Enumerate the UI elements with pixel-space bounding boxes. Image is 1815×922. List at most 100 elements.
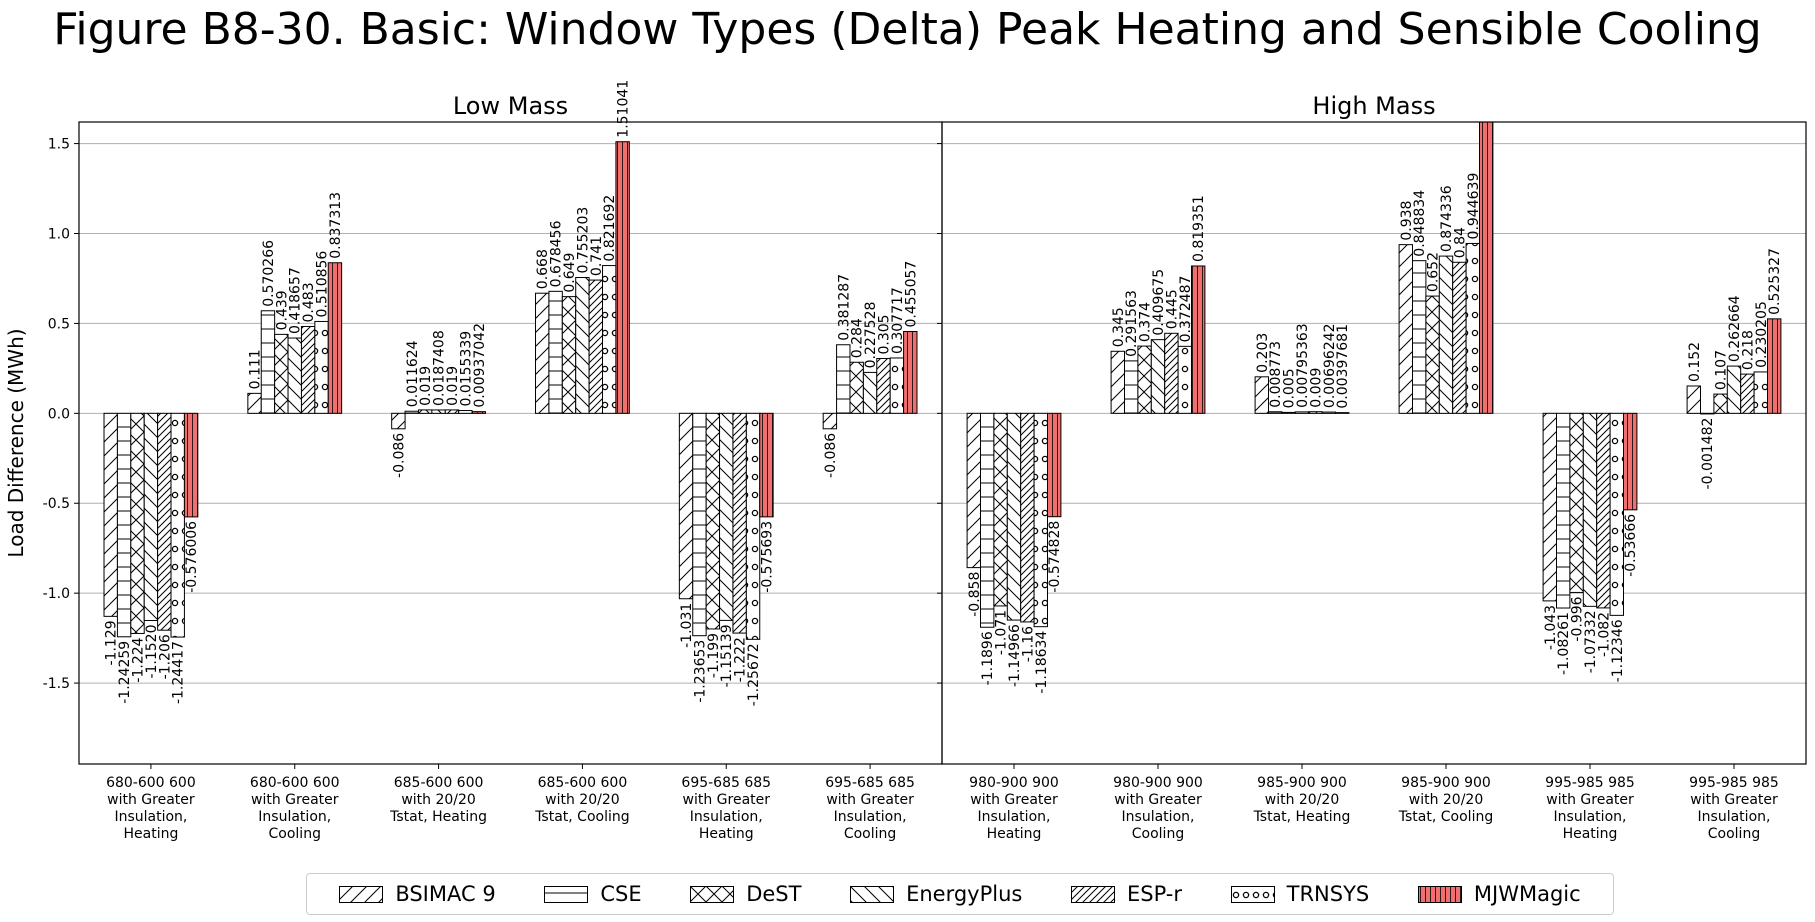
data-label: 0.837313 — [328, 192, 344, 259]
data-label: 1.51041 — [616, 80, 632, 138]
data-label: -1.16 — [1020, 626, 1036, 662]
bar — [1556, 412, 1571, 609]
legend-item: TRNSYS — [1230, 882, 1369, 906]
data-label: 0.944639 — [1466, 173, 1482, 240]
bar — [548, 290, 563, 414]
bar — [417, 409, 433, 414]
bar — [1164, 332, 1179, 414]
category-label: with Greater — [970, 792, 1058, 808]
legend-swatch — [544, 885, 589, 903]
data-label: 0.008773 — [1268, 341, 1284, 408]
data-label: 0.005 — [1282, 368, 1298, 408]
bar — [1713, 393, 1728, 414]
legend-swatch — [339, 885, 384, 903]
data-label: -1.199 — [706, 633, 722, 678]
data-label: 0.0155339 — [458, 331, 474, 407]
data-label: -1.24259 — [117, 641, 133, 704]
data-label: -1.24417 — [171, 641, 187, 704]
panel-frame — [78, 121, 943, 765]
category-label: with 20/20 — [1409, 792, 1484, 808]
data-label: 0.307717 — [890, 287, 906, 354]
panel-title: High Mass — [1312, 92, 1435, 120]
bar — [1479, 122, 1494, 414]
data-label: 0.019 — [445, 366, 461, 406]
bar — [1308, 411, 1323, 414]
bar — [862, 371, 878, 414]
legend-label: EnergyPlus — [906, 882, 1023, 906]
category-label: Heating — [1563, 826, 1618, 842]
bar — [575, 277, 590, 414]
data-label: 0.284 — [850, 318, 866, 358]
legend-swatch — [690, 885, 735, 903]
bar — [1596, 412, 1611, 609]
bar — [183, 412, 199, 518]
bar — [692, 412, 707, 637]
data-label: 0.262664 — [1727, 295, 1743, 362]
category-label: 980-900 900 — [969, 775, 1059, 791]
bar — [678, 412, 694, 600]
data-label: 0.019 — [418, 366, 434, 406]
bar — [903, 330, 918, 414]
y-tick-label: 0.0 — [48, 406, 70, 422]
category-label: Heating — [123, 826, 178, 842]
data-label: 0.755203 — [575, 207, 591, 274]
data-label: -1.224 — [131, 637, 147, 682]
category-label: 995-985 985 — [1689, 775, 1779, 791]
data-label: -0.574828 — [1047, 521, 1063, 593]
data-label: -1.1520 — [144, 624, 160, 678]
bar — [1740, 373, 1755, 414]
bar — [822, 412, 838, 430]
bar — [1700, 412, 1715, 415]
data-label: -0.086 — [391, 433, 407, 478]
bar — [1686, 385, 1701, 414]
bar — [1335, 412, 1350, 414]
data-label: -1.14966 — [1007, 624, 1023, 687]
category-label: 695-685 685 — [681, 775, 771, 791]
data-label: 0.570266 — [261, 240, 277, 307]
category-label: with Greater — [1114, 792, 1202, 808]
data-label: 0.874336 — [1439, 185, 1455, 252]
data-label: -1.07332 — [1583, 610, 1599, 673]
category-label: Cooling — [1132, 826, 1184, 842]
bar — [1623, 412, 1638, 511]
category-label: Cooling — [844, 826, 896, 842]
data-label: 0.107 — [1714, 350, 1730, 390]
bar — [615, 141, 630, 414]
category-label: with 20/20 — [545, 792, 620, 808]
bar — [1268, 411, 1283, 414]
bar — [889, 357, 905, 414]
category-label: 985-900 900 — [1257, 775, 1347, 791]
bar — [471, 411, 486, 414]
bar — [993, 412, 1008, 607]
data-label: -1.1896 — [980, 631, 996, 685]
category-label: Insulation, — [1698, 809, 1771, 825]
bar — [287, 337, 302, 414]
bar — [391, 412, 406, 430]
data-label: -0.858 — [967, 572, 983, 617]
chart-title: Figure B8-30. Basic: Window Types (Delta… — [53, 4, 1762, 55]
legend-item: DeST — [690, 882, 801, 906]
bar — [1281, 411, 1296, 414]
data-label: 0.455057 — [903, 261, 919, 328]
category-label: Tstat, Heating — [1253, 809, 1351, 825]
y-tick-label: -1.5 — [43, 676, 70, 692]
data-label: 0.203 — [1255, 333, 1271, 373]
bar — [561, 296, 577, 414]
bar — [1412, 260, 1427, 414]
category-label: 985-900 900 — [1401, 775, 1491, 791]
category-label: Heating — [699, 826, 754, 842]
bar — [588, 279, 604, 414]
data-label: 0.510856 — [315, 251, 331, 318]
data-label: 0.305 — [876, 314, 892, 354]
y-axis-label: Load Difference (MWh) — [4, 328, 28, 557]
bar — [1033, 412, 1048, 628]
data-label: -1.08261 — [1556, 612, 1572, 675]
bar — [1294, 411, 1310, 414]
legend-item: BSIMAC 9 — [339, 882, 496, 906]
data-label: 0.0187408 — [432, 330, 448, 406]
category-label: with Greater — [251, 792, 339, 808]
bar — [327, 262, 343, 414]
category-label: with 20/20 — [1265, 792, 1340, 808]
data-label: -0.576006 — [184, 521, 200, 593]
category-label: Cooling — [269, 826, 321, 842]
